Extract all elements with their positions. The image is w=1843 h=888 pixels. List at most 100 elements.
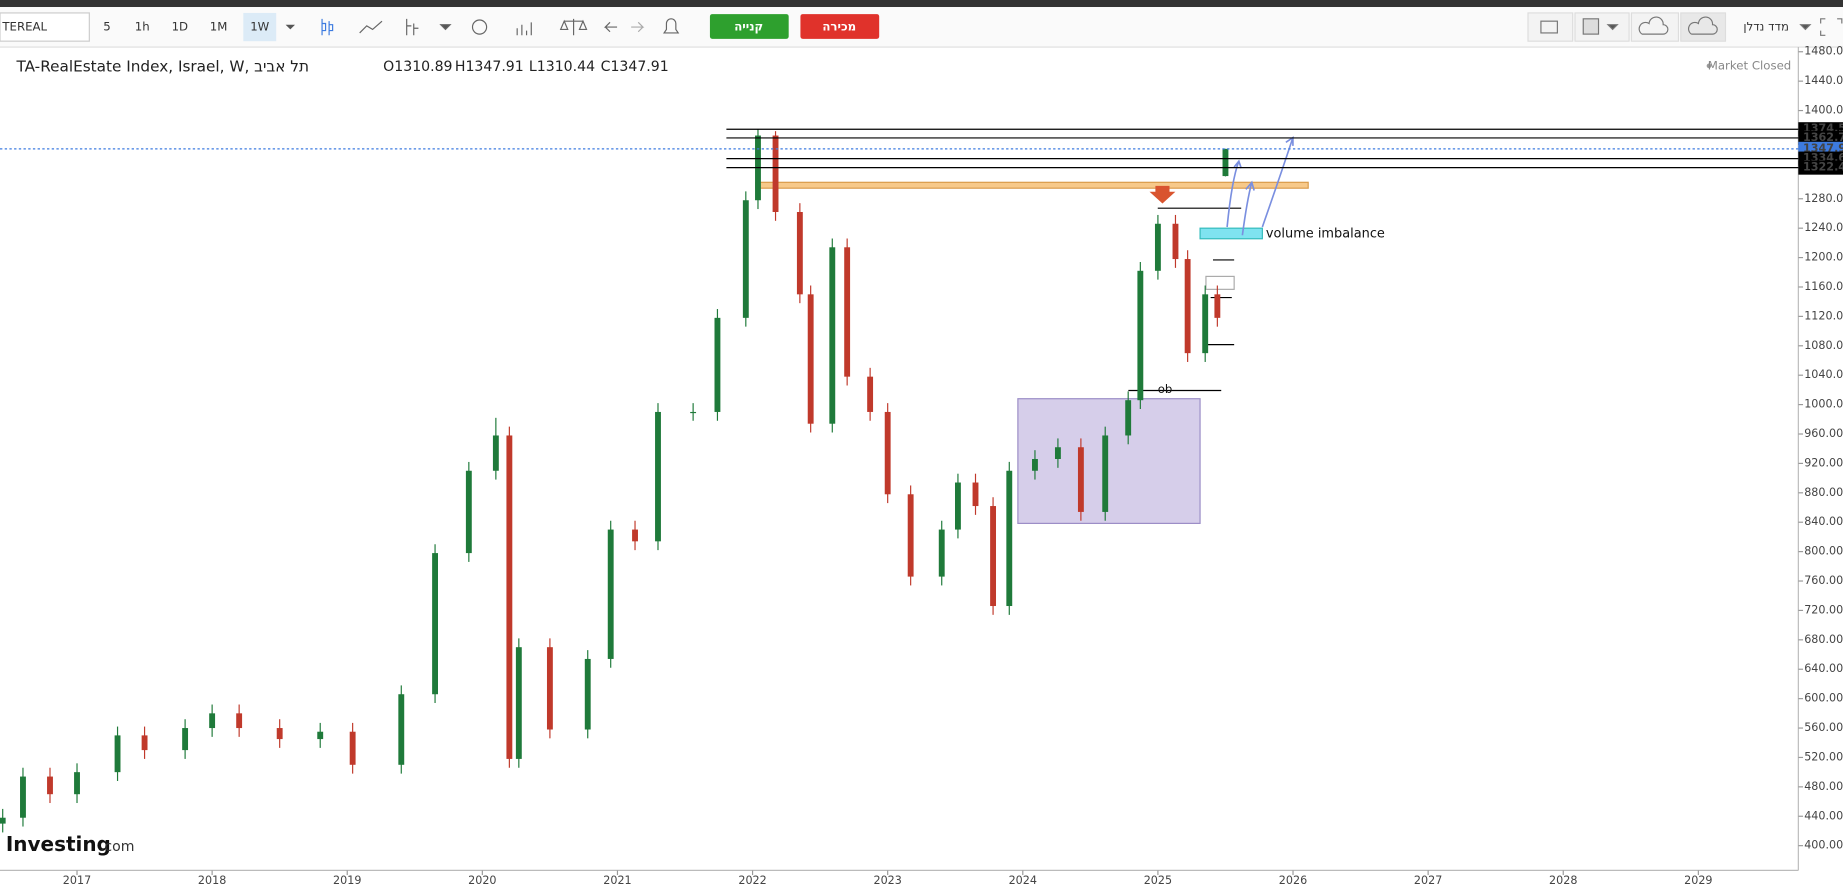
x-tick-label: 2029 — [1684, 874, 1712, 887]
ohlc-value: C1347.91 — [601, 59, 669, 75]
candle-body — [844, 247, 851, 377]
interval[interactable]: 1M — [210, 20, 228, 34]
candle-body — [1184, 259, 1191, 354]
candle-body — [938, 529, 945, 577]
interval[interactable]: 1D — [172, 20, 189, 34]
annotation-imbalance: volume imbalance — [1266, 227, 1385, 242]
interval[interactable]: 1h — [135, 20, 150, 34]
candle-body — [884, 411, 891, 495]
y-tick-label: 1400.00 — [1804, 104, 1843, 117]
candle-body — [1172, 223, 1179, 260]
index-name: מדד נדלן — [1743, 20, 1789, 34]
interval[interactable]: 1W — [250, 20, 269, 34]
interval[interactable]: 5 — [103, 20, 110, 34]
x-tick-label: 2027 — [1414, 874, 1442, 887]
candle-body — [632, 529, 638, 542]
y-tick-label: 680.00 — [1804, 633, 1843, 646]
x-tick-label: 2024 — [1009, 874, 1037, 887]
right-icons — [1527, 12, 1843, 42]
candle-body — [867, 376, 874, 412]
y-tick-label: 1440.00 — [1804, 74, 1843, 87]
top-bar — [0, 0, 1843, 8]
candle-body — [1214, 294, 1221, 318]
candle-body — [714, 317, 721, 412]
x-tick-label: 2021 — [603, 874, 631, 887]
y-tick-label: 1000.00 — [1804, 398, 1843, 411]
candle-body — [74, 772, 80, 795]
candle-body — [141, 735, 148, 751]
candle-body — [492, 435, 499, 471]
interval-active — [243, 12, 277, 42]
candle-body — [47, 776, 53, 795]
candle-body — [1154, 223, 1161, 271]
order-block-zone — [1017, 398, 1201, 524]
y-tick-label: 1040.00 — [1804, 368, 1843, 381]
y-tick-label: 1240.00 — [1804, 221, 1843, 234]
candle-body — [1222, 148, 1229, 177]
candle-body — [515, 647, 522, 759]
x-tick-label: 2019 — [333, 874, 361, 887]
y-tick-label: 1160.00 — [1804, 280, 1843, 293]
market-status: Market Closed — [1708, 58, 1792, 72]
ohlc-value: L1310.44 — [529, 59, 595, 75]
sell-button[interactable] — [800, 14, 880, 39]
y-tick-label: 560.00 — [1804, 721, 1843, 734]
candle-body — [506, 435, 513, 759]
intervals: 5 1h 1D 1M 1W — [103, 20, 269, 34]
logo-brand: Investing — [6, 832, 111, 856]
candle-body — [1137, 270, 1144, 401]
y-tick-label: 800.00 — [1804, 545, 1843, 558]
buy-button[interactable] — [709, 14, 789, 39]
y-tick-label: 600.00 — [1804, 692, 1843, 705]
level-marks — [1128, 207, 1242, 392]
y-tick-label: 1080.00 — [1804, 339, 1843, 352]
candle-body — [990, 506, 997, 607]
x-tick-label: 2020 — [468, 874, 496, 887]
buy-label: קנייה — [734, 20, 763, 34]
candle-body — [1006, 470, 1013, 607]
candle-body — [807, 294, 814, 424]
candle-body — [114, 735, 121, 773]
y-tick-label: 1120.00 — [1804, 309, 1843, 322]
symbol-box[interactable] — [0, 12, 90, 42]
ohlc-value: H1347.91 — [455, 59, 524, 75]
price-tag — [1798, 130, 1843, 145]
ohlc: O1310.89 H1347.91 L1310.44 C1347.91 — [383, 59, 669, 75]
candle-body — [772, 135, 779, 213]
down-arrow — [1149, 185, 1176, 204]
candle-body — [236, 713, 243, 729]
x-tick-label: 2018 — [198, 874, 226, 887]
price-tag — [1798, 160, 1843, 175]
status-dot — [1706, 63, 1712, 69]
candle-body — [1202, 294, 1209, 354]
y-tick-label: 1280.00 — [1804, 192, 1843, 205]
price-tag-label: 1322.40 — [1803, 161, 1843, 174]
dropdown[interactable] — [285, 24, 296, 30]
imbalance-zone — [1199, 227, 1263, 240]
plot: 400.00 440.00 480.00 520.00 560.00 600.00 640.… — [0, 45, 1843, 887]
y-tick-label: 1200.00 — [1804, 251, 1843, 264]
candle-body — [955, 482, 961, 530]
candle-body — [209, 713, 216, 729]
y-tick-label: 840.00 — [1804, 515, 1843, 528]
y-tick-label: 1480.00 — [1804, 45, 1843, 58]
candle-body — [20, 776, 26, 818]
price-tag-label: 1362.76 — [1803, 131, 1843, 144]
small-box — [1205, 275, 1235, 290]
chart-title: TA-RealEstate Index, Israel, W, תל אביב — [15, 58, 309, 76]
y-tick-label: 720.00 — [1804, 603, 1843, 616]
annotation-ob: ob — [1158, 382, 1173, 396]
x-tick-label: 2023 — [873, 874, 901, 887]
y-tick-label: 520.00 — [1804, 750, 1843, 763]
candle-body — [349, 731, 356, 765]
candle-body — [0, 817, 6, 824]
candle-body — [432, 553, 438, 695]
sell-label: מכירה — [822, 20, 856, 34]
candle-body — [829, 247, 836, 424]
y-tick-label: 760.00 — [1804, 574, 1843, 587]
y-tick-label: 920.00 — [1804, 456, 1843, 469]
x-tick-label: 2022 — [738, 874, 766, 887]
candle-body — [317, 731, 324, 740]
